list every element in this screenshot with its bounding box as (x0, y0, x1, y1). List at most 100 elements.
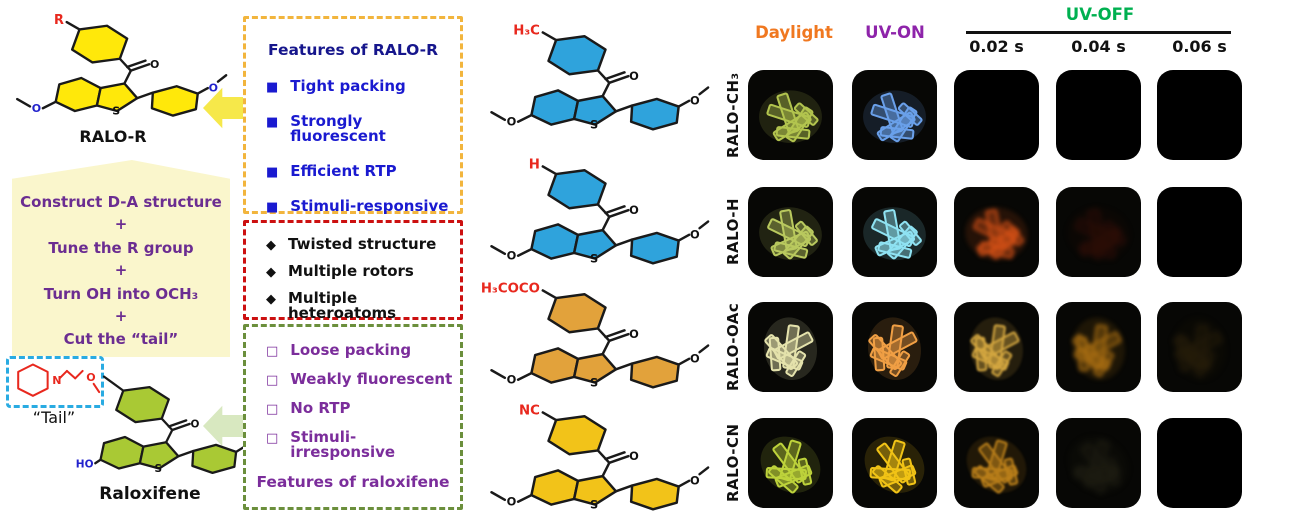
svg-text:O: O (150, 58, 159, 71)
ralo-features-box: Features of RALO-R ■ Tight packing ■ Strong… (243, 16, 463, 214)
feature-item-label: Weakly fluorescent (290, 370, 453, 388)
feature-item-label: Loose packing (290, 341, 412, 359)
ralo-features-list: ■ Tight packing ■ Strongly fluorescent ■ Effi… (266, 77, 460, 215)
bullet-icon: ■ (266, 165, 279, 180)
feature-item-label: Multiple heteroatoms (288, 289, 397, 322)
strategy-step: Cut the “tail” (63, 330, 179, 349)
uv-off-header: UV-OFF (1065, 5, 1135, 24)
row-label-1: RALO-CH₃ (724, 72, 742, 158)
time-label-3: 0.06 s (1172, 37, 1227, 56)
ralo-r-label: RALO-R (79, 127, 147, 146)
uv-off-underline (966, 31, 1231, 34)
photo-cell-r3-c5 (1157, 302, 1242, 392)
strategy-step: Turn OH into OCH₃ (43, 284, 199, 303)
feature-item-label: Multiple rotors (288, 262, 414, 280)
raloxifene-features-list: □ Loose packing □ Weakly fluorescent □ No RTP… (266, 343, 460, 460)
svg-text:O: O (690, 94, 700, 108)
core-features-list: ◆ Twisted structure ◆ Multiple rotors ◆ Multi… (266, 237, 460, 321)
svg-text:O: O (86, 371, 95, 384)
bullet-icon: □ (266, 373, 279, 388)
strategy-step: Construct D-A structure (20, 193, 222, 211)
photo-cell-r2-c5 (1157, 187, 1242, 277)
bullet-icon: □ (266, 344, 279, 359)
svg-text:S: S (154, 463, 162, 475)
svg-text:O: O (507, 495, 517, 509)
crystal-cluster (1068, 436, 1129, 494)
middle-structure-1: S O O O H₃C (482, 20, 710, 138)
svg-text:O: O (629, 203, 639, 217)
bullet-icon: ■ (266, 80, 279, 95)
structure-skeleton: S O O O H (490, 157, 710, 265)
feature-item-label: Stimuli-responsive (290, 197, 449, 215)
feature-item: ◆ Multiple rotors (266, 262, 460, 280)
strategy-plus: + (114, 306, 128, 325)
photo-cell-r2-c4 (1056, 187, 1141, 277)
crystal-cluster (965, 207, 1028, 261)
crystal-cluster (969, 317, 1024, 381)
strategy-step: Tune the R group (48, 238, 194, 257)
svg-text:S: S (590, 117, 598, 131)
svg-text:S: S (590, 497, 598, 511)
feature-item: ◆ Multiple heteroatoms (266, 291, 460, 321)
tail-label: “Tail” (32, 408, 76, 427)
svg-text:R: R (54, 13, 64, 28)
uv-on-header: UV-ON (865, 23, 925, 42)
svg-text:NC: NC (519, 403, 540, 418)
crystal-cluster (863, 207, 926, 261)
photo-cell-r3-c3 (954, 302, 1039, 392)
svg-text:O: O (690, 474, 700, 488)
crystal-cluster (1071, 317, 1126, 381)
time-label-1: 0.02 s (969, 37, 1024, 56)
bullet-icon: ◆ (266, 292, 276, 307)
photo-cell-r1-c5 (1157, 70, 1242, 160)
feature-item: ■ Efficient RTP (266, 164, 460, 180)
photo-cell-r2-c2 (852, 187, 937, 277)
crystal-cluster (759, 90, 822, 144)
svg-text:O: O (507, 249, 517, 263)
crystal-cluster (1067, 207, 1130, 261)
ralo-r-skeleton: S O O O R (15, 13, 228, 118)
photo-cell-r1-c4 (1056, 70, 1141, 160)
middle-structure-4: S O O O NC (482, 400, 710, 518)
raloxifene-label: Raloxifene (99, 484, 201, 504)
photo-cell-r1-c1 (748, 70, 833, 160)
photo-cell-r3-c2 (852, 302, 937, 392)
svg-text:S: S (590, 251, 598, 265)
time-label-2: 0.04 s (1071, 37, 1126, 56)
structure-skeleton: S O O O NC (490, 403, 710, 511)
svg-text:O: O (191, 418, 200, 430)
tail-structure-box: N O (6, 356, 104, 408)
row-label-3: RALO-OAc (724, 302, 742, 392)
svg-text:H₃COCO: H₃COCO (482, 281, 540, 296)
piperidine-tail-skeleton: N O (17, 363, 101, 397)
photo-cell-r2-c1 (748, 187, 833, 277)
svg-text:HO: HO (76, 459, 94, 471)
photo-cell-r4-c4 (1056, 418, 1141, 508)
feature-item: ■ Stimuli-responsive (266, 197, 460, 215)
photo-cell-r4-c5 (1157, 418, 1242, 508)
feature-item: ■ Strongly fluorescent (266, 114, 460, 144)
bullet-icon: ◆ (266, 265, 276, 280)
strategy-box-lines: Construct D-A structure + Tune the R group… (20, 192, 222, 350)
crystal-cluster (867, 317, 922, 381)
feature-item: ■ Tight packing (266, 77, 460, 95)
feature-item-label: Tight packing (290, 77, 406, 95)
bullet-icon: □ (266, 431, 279, 446)
feature-item-label: Stimuli-irresponsive (290, 428, 396, 461)
svg-text:O: O (209, 82, 218, 95)
svg-text:O: O (507, 115, 517, 129)
middle-structure-2: S O O O H (482, 154, 710, 272)
ralo-features-title: Features of RALO-R (267, 41, 439, 59)
bullet-icon: ■ (266, 115, 279, 130)
svg-text:O: O (629, 449, 639, 463)
feature-item: □ No RTP (266, 399, 460, 417)
svg-text:O: O (629, 69, 639, 83)
svg-text:S: S (112, 105, 120, 118)
crystal-cluster (864, 436, 925, 494)
structure-skeleton: S O O O H₃C (490, 23, 710, 131)
crystal-cluster (966, 436, 1027, 494)
feature-item-label: No RTP (290, 399, 351, 417)
